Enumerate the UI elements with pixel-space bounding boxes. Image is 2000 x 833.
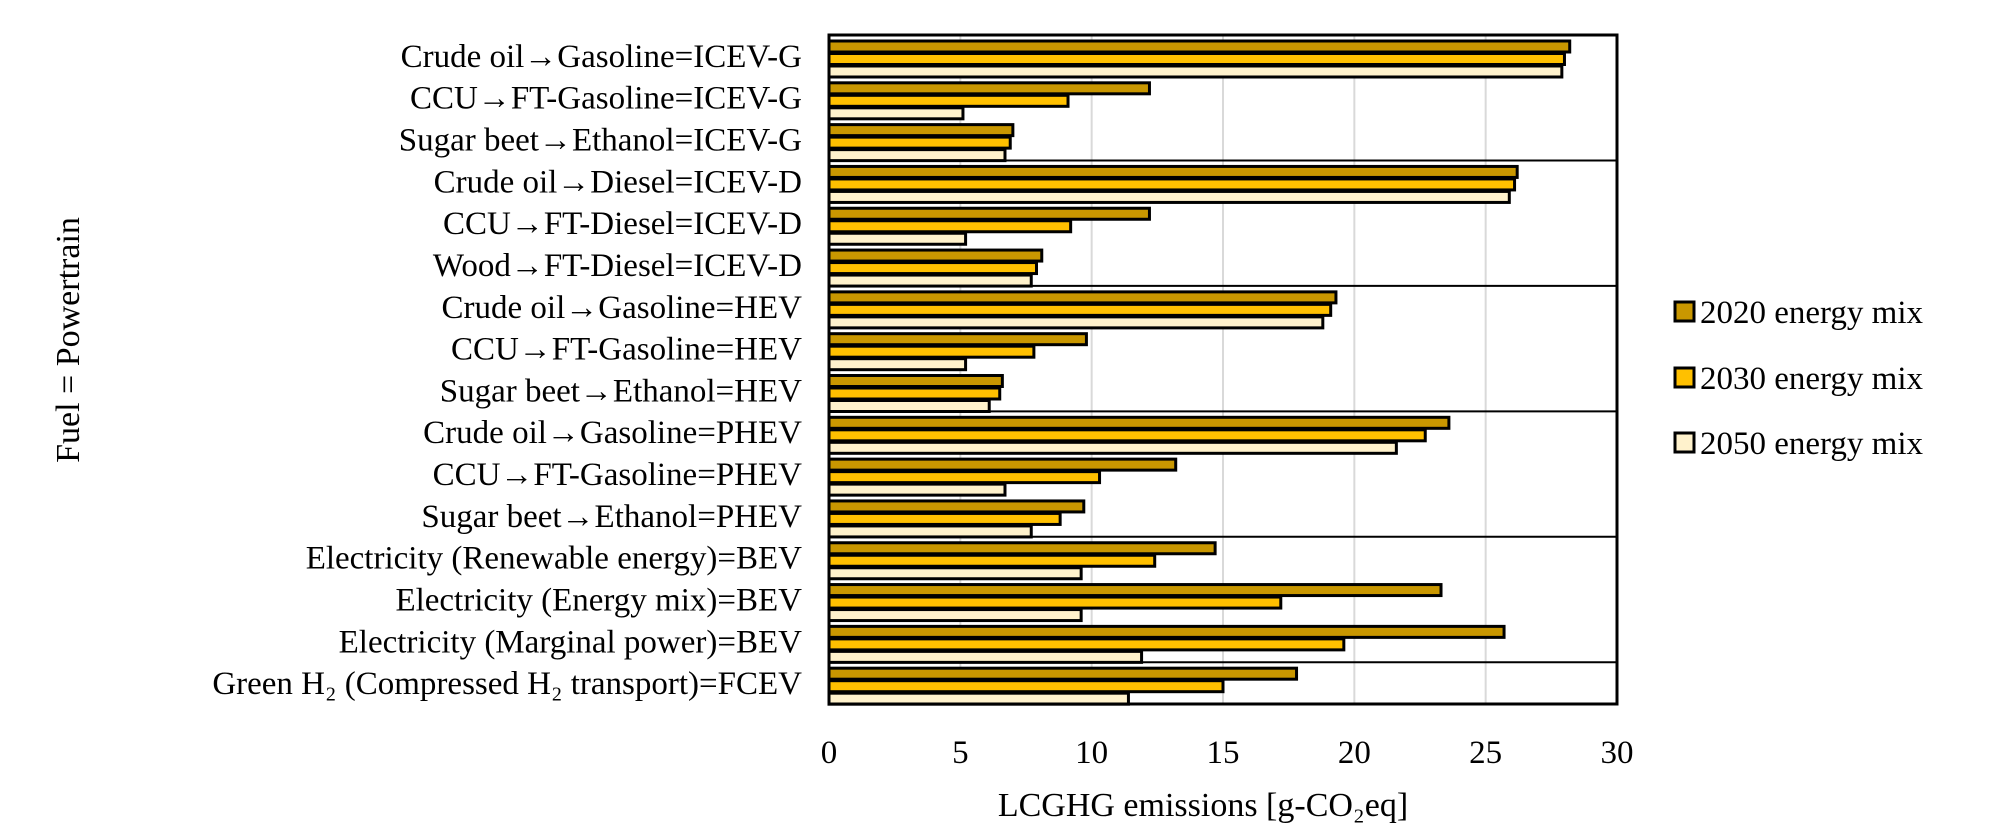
legend-swatch (1673, 431, 1696, 454)
category-label: Crude oil→Gasoline=HEV (442, 290, 803, 326)
x-tick-label: 10 (1075, 735, 1108, 771)
x-tick-label: 0 (821, 735, 838, 771)
bar-2030-energy-mix (827, 52, 1566, 66)
legend-item: 2050 energy mix (1673, 426, 1924, 462)
legend-label: 2030 energy mix (1700, 361, 1924, 397)
category-label: Electricity (Marginal power)=BEV (339, 624, 803, 660)
bar-2020-energy-mix (827, 123, 1015, 138)
x-axis-title: LCGHG emissions [g-CO₂eq] (998, 787, 1408, 824)
bar-2020-energy-mix (827, 624, 1506, 639)
bar-2030-energy-mix (827, 177, 1517, 192)
bar-2050-energy-mix (827, 399, 991, 413)
x-tick-label: 20 (1338, 735, 1371, 771)
x-tick-label: 15 (1207, 735, 1240, 771)
bar-2020-energy-mix (827, 415, 1451, 430)
bar-2020-energy-mix (827, 666, 1299, 681)
bar-2050-energy-mix (827, 524, 1033, 539)
legend-label: 2020 energy mix (1700, 295, 1924, 331)
bar-2030-energy-mix (827, 261, 1039, 276)
bar-2030-energy-mix (827, 553, 1157, 568)
category-label: CCU→FT-Diesel=ICEV-D (443, 206, 802, 242)
bar-2020-energy-mix (827, 39, 1572, 54)
bar-2020-energy-mix (827, 583, 1443, 598)
category-labels: Crude oil→Gasoline=ICEV-G CCU→FT-Gasoline… (212, 39, 802, 702)
x-axis-tick-labels: 0 5 10 15 20 25 30 (821, 735, 1634, 771)
bar-2050-energy-mix (827, 608, 1083, 623)
bar-2050-energy-mix (827, 231, 968, 246)
x-tick-label: 25 (1469, 735, 1502, 771)
bar-2020-energy-mix (827, 164, 1519, 179)
bar-2020-energy-mix (827, 374, 1004, 388)
bar-2050-energy-mix (827, 649, 1144, 664)
category-label: Crude oil→Gasoline=PHEV (423, 415, 802, 451)
category-label: Sugar beet→Ethanol=HEV (440, 373, 802, 409)
legend-item: 2020 energy mix (1673, 295, 1924, 331)
bar-2020-energy-mix (827, 248, 1044, 263)
bar-2030-energy-mix (827, 428, 1427, 443)
bar-group (827, 39, 1572, 79)
bar-2030-energy-mix (827, 302, 1333, 317)
x-tick-label: 5 (952, 735, 969, 771)
category-label: Electricity (Renewable energy)=BEV (306, 541, 802, 577)
legend-swatch (1673, 366, 1696, 389)
y-axis-title: Fuel = Powertrain (50, 217, 87, 463)
bar-group (827, 123, 1015, 163)
legend-label: 2050 energy mix (1700, 426, 1924, 462)
category-label: Crude oil→Gasoline=ICEV-G (401, 39, 802, 75)
bar-2030-energy-mix (827, 511, 1062, 526)
bar-2020-energy-mix (827, 290, 1338, 305)
legend: 2020 energy mix 2030 energy mix 2050 energ… (1673, 295, 1924, 462)
bar-2050-energy-mix (827, 189, 1511, 204)
bar-2020-energy-mix (827, 206, 1151, 221)
bar-2030-energy-mix (827, 219, 1073, 234)
category-label: CCU→FT-Gasoline=PHEV (433, 457, 803, 493)
bar-2030-energy-mix (827, 344, 1036, 359)
bar-2030-energy-mix (827, 93, 1070, 108)
bar-2050-energy-mix (827, 148, 1007, 163)
category-label: Wood→FT-Diesel=ICEV-D (433, 248, 802, 284)
bar-group (827, 290, 1338, 330)
bar-2030-energy-mix (827, 679, 1225, 694)
category-label: Sugar beet→Ethanol=ICEV-G (399, 123, 802, 159)
category-label: Crude oil→Diesel=ICEV-D (434, 164, 802, 200)
bar-2020-energy-mix (827, 541, 1217, 556)
bar-2050-energy-mix (827, 482, 1007, 497)
category-label: Sugar beet→Ethanol=PHEV (421, 499, 802, 535)
bar-2020-energy-mix (827, 499, 1086, 514)
bar-2050-energy-mix (827, 106, 965, 121)
legend-swatch (1673, 300, 1696, 323)
bar-group (827, 415, 1451, 455)
bar-group (827, 374, 1004, 413)
bar-2030-energy-mix (827, 595, 1283, 610)
bar-2050-energy-mix (827, 273, 1033, 288)
bar-2020-energy-mix (827, 332, 1088, 347)
legend-item: 2030 energy mix (1673, 361, 1924, 397)
category-label: CCU→FT-Gasoline=ICEV-G (410, 81, 802, 117)
category-label: CCU→FT-Gasoline=HEV (451, 332, 802, 368)
bar-2050-energy-mix (827, 357, 968, 372)
bar-2050-energy-mix (827, 440, 1398, 455)
bar-2020-energy-mix (827, 457, 1178, 472)
bar-2050-energy-mix (827, 64, 1564, 79)
category-label: Electricity (Energy mix)=BEV (395, 582, 802, 618)
bar-2050-energy-mix (827, 566, 1083, 581)
bar-2020-energy-mix (827, 81, 1151, 96)
bar-2050-energy-mix (827, 315, 1325, 330)
bar-group (827, 248, 1044, 288)
bar-2030-energy-mix (827, 386, 1002, 401)
category-label: Green H₂ (Compressed H₂ transport)=FCEV (212, 666, 802, 702)
bar-group (827, 164, 1519, 204)
bar-2030-energy-mix (827, 637, 1346, 652)
bar-2030-energy-mix (827, 470, 1102, 485)
bar-2030-energy-mix (827, 135, 1012, 150)
plot-area-frame (827, 33, 1619, 706)
x-tick-label: 30 (1601, 735, 1634, 771)
